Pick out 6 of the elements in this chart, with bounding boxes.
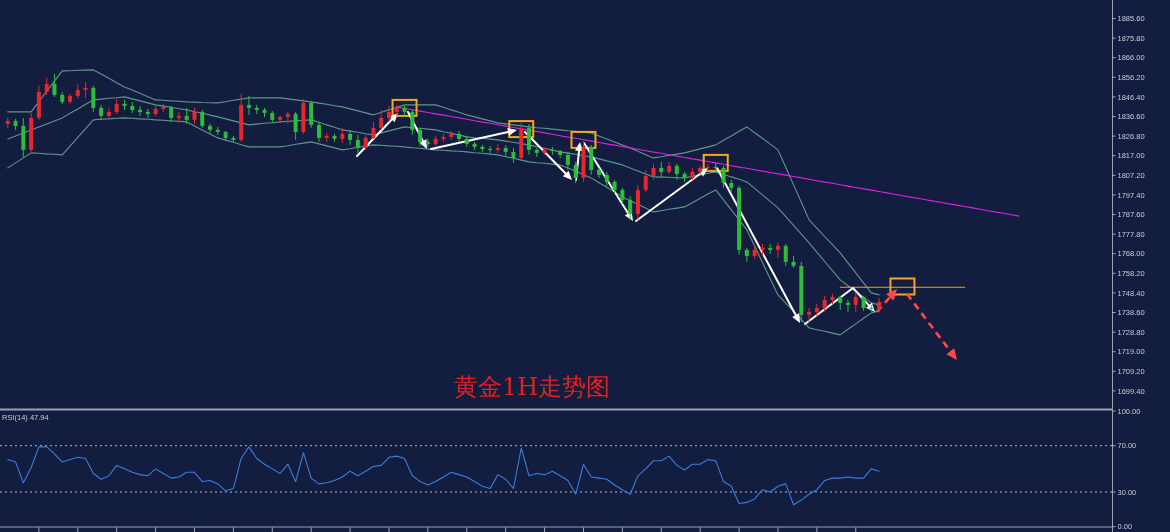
point <box>889 277 916 296</box>
point <box>391 98 418 117</box>
point <box>508 120 535 139</box>
text: 黄金1H走势图 <box>454 373 611 401</box>
point <box>570 130 597 149</box>
point <box>702 153 729 172</box>
